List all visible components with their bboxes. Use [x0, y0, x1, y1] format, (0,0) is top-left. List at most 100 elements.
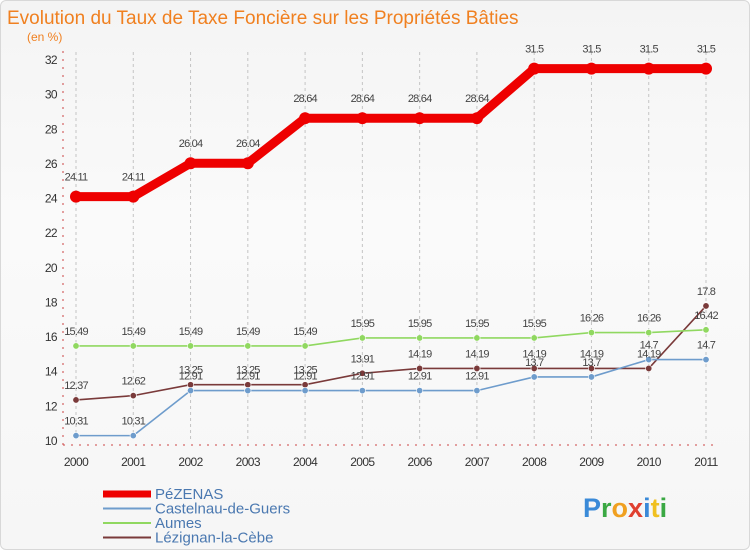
x-tick-label: 2010 [637, 455, 662, 469]
x-tick-label: 2005 [350, 455, 375, 469]
x-tick-label: 2007 [465, 455, 490, 469]
data-label: 15.95 [351, 318, 375, 330]
data-label: 10.31 [122, 416, 146, 428]
data-label: 15.49 [179, 326, 203, 338]
series-point [470, 112, 483, 125]
series-line-2 [75, 329, 707, 347]
series-line-1 [75, 358, 707, 437]
y-tick-label: 18 [45, 295, 58, 309]
y-tick-label: 28 [45, 122, 58, 136]
legend-label-2: Aumes [155, 515, 202, 532]
series-point [72, 396, 80, 404]
series-point [72, 432, 80, 440]
series-point [129, 342, 137, 350]
series-point [127, 190, 140, 203]
data-label: 15.49 [236, 326, 260, 338]
series-point [299, 112, 312, 125]
data-label: 12.91 [293, 371, 317, 383]
series-point [413, 112, 426, 125]
series-point [129, 392, 137, 400]
y-tick-label: 20 [45, 261, 58, 275]
data-label: 13.25 [293, 365, 317, 377]
data-label: 31.5 [582, 44, 601, 56]
x-tick-label: 2003 [236, 455, 261, 469]
data-label: 14.19 [637, 348, 661, 360]
series-point [642, 62, 655, 75]
series-point [473, 364, 481, 372]
series-point [358, 334, 366, 342]
series-point [416, 364, 424, 372]
data-label: 14.19 [580, 348, 604, 360]
series-point [358, 369, 366, 377]
chart-title: Evolution du Taux de Taxe Foncière sur l… [7, 8, 519, 29]
series-point [702, 326, 710, 334]
series-group [70, 62, 712, 440]
series-point [587, 373, 595, 381]
y-tick-label: 14 [45, 365, 58, 379]
y-tick-label: 12 [45, 399, 58, 413]
series-line-3 [75, 305, 707, 401]
y-tick-label: 16 [45, 330, 58, 344]
series-line-0 [71, 64, 711, 202]
data-label: 17.8 [697, 286, 716, 298]
data-label: 14.7 [697, 340, 716, 352]
data-label: 14.7 [640, 340, 659, 352]
data-label: 28.64 [465, 93, 489, 105]
data-label: 24.11 [122, 172, 145, 184]
data-label: 13.7 [525, 357, 544, 369]
series-point [129, 432, 137, 440]
data-label: 28.64 [351, 93, 375, 105]
y-tick-label: 32 [45, 53, 58, 67]
data-labels: 24.11 24.11 26.04 26.04 28.64 28.64 28.64 28.64… [64, 44, 719, 428]
y-tick-label: 24 [45, 192, 58, 206]
series-point [187, 342, 195, 350]
y-axis-unit: (en %) [27, 30, 62, 44]
data-label: 13.25 [179, 365, 203, 377]
data-label: 12.91 [179, 371, 203, 383]
series-point [72, 342, 80, 350]
y-tick-label: 10 [45, 434, 58, 448]
grid [75, 52, 707, 441]
data-label: 14.19 [465, 348, 489, 360]
x-tick-label: 2004 [293, 455, 318, 469]
data-label: 31.5 [640, 44, 659, 56]
data-label: 12.91 [351, 371, 375, 383]
data-label: 16.42 [694, 310, 718, 322]
series-point [702, 302, 710, 310]
series-point [473, 387, 481, 395]
series-point [530, 364, 538, 372]
series-point [530, 373, 538, 381]
series-point [244, 342, 252, 350]
data-label: 15.95 [408, 318, 432, 330]
series-point [645, 356, 653, 364]
y-tick-label: 30 [45, 88, 58, 102]
data-label: 16.26 [580, 313, 604, 325]
data-label: 14.19 [408, 348, 432, 360]
x-tick-label: 2011 [694, 455, 718, 469]
data-label: 31.5 [525, 44, 544, 56]
data-label: 28.64 [293, 93, 317, 105]
series-point [645, 364, 653, 372]
series-point [473, 334, 481, 342]
series-point [587, 329, 595, 337]
data-label: 12.37 [64, 380, 88, 392]
data-label: 15.95 [522, 318, 546, 330]
series-point [184, 157, 197, 170]
axes: 10 12 14 16 18 20 22 24 26 28 30 32 2000 2001 2002 2003… [45, 51, 719, 469]
series-point [301, 387, 309, 395]
series-point [700, 62, 712, 75]
data-label: 12.91 [465, 371, 489, 383]
series-point [358, 387, 366, 395]
data-label: 14.19 [522, 348, 546, 360]
legend-label-3: Lézignan-la-Cèbe [155, 530, 273, 547]
legend: PéZENASCastelnau-de-GuersAumesLézignan-l… [103, 486, 290, 547]
x-tick-label: 2008 [522, 455, 547, 469]
series-point [585, 62, 598, 75]
data-label: 13.7 [582, 357, 601, 369]
series-point [416, 387, 424, 395]
x-tick-label: 2000 [64, 455, 89, 469]
data-label: 31.5 [697, 44, 716, 56]
data-label: 13.25 [236, 365, 260, 377]
proxiti-logo-text: Proxiti [583, 493, 667, 523]
